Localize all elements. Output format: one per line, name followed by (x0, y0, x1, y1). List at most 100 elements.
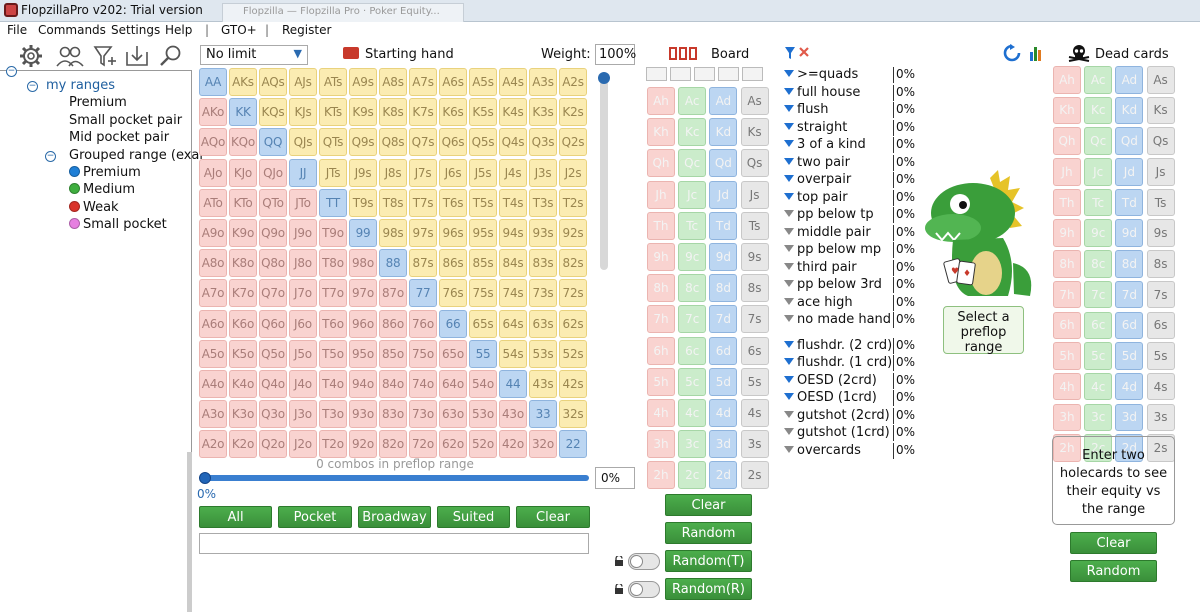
filter-funnel-icon[interactable] (784, 340, 794, 348)
filter-overcards[interactable]: overcards (784, 443, 861, 459)
menu-settings[interactable]: Settings (111, 23, 161, 37)
board-card-qd[interactable]: Qd (709, 149, 738, 178)
hand-cell-52o[interactable]: 52o (469, 430, 497, 459)
hand-cell-92o[interactable]: 92o (349, 430, 377, 459)
refresh-and-stats-icons[interactable] (1003, 44, 1047, 62)
dead-card-6h[interactable]: 6h (1053, 311, 1081, 339)
weight-input[interactable]: 100% (595, 44, 636, 65)
hand-cell-64s[interactable]: 64s (499, 309, 527, 338)
hand-cell-72o[interactable]: 72o (409, 430, 437, 459)
board-card-5d[interactable]: 5d (709, 367, 738, 396)
hand-cell-a2s[interactable]: A2s (559, 68, 587, 96)
board-card-ah[interactable]: Ah (647, 87, 675, 115)
broadway-button[interactable]: Broadway (358, 506, 431, 528)
hand-cell-k9s[interactable]: K9s (349, 98, 377, 127)
hand-cell-qq[interactable]: QQ (259, 128, 287, 157)
filter-funnel-icon[interactable] (784, 297, 794, 305)
hand-cell-77[interactable]: 77 (409, 279, 437, 308)
hand-cell-73o[interactable]: 73o (409, 400, 437, 429)
hand-cell-88[interactable]: 88 (379, 249, 407, 278)
hand-cell-a5o[interactable]: A5o (199, 339, 227, 368)
tree-root-my-ranges[interactable]: my ranges (46, 78, 116, 93)
board-card-kh[interactable]: Kh (647, 118, 675, 147)
import-icon[interactable] (124, 43, 150, 69)
board-card-8d[interactable]: 8d (709, 274, 738, 303)
hand-cell-64o[interactable]: 64o (439, 369, 467, 398)
hand-cell-ajo[interactable]: AJo (199, 158, 227, 187)
hand-cell-a7o[interactable]: A7o (199, 279, 227, 308)
hand-cell-j2s[interactable]: J2s (559, 158, 587, 187)
hand-cell-85o[interactable]: 85o (379, 339, 407, 368)
filter-ace-high[interactable]: ace high (784, 295, 853, 311)
hand-cell-j3s[interactable]: J3s (529, 158, 557, 187)
hand-cell-94o[interactable]: 94o (349, 369, 377, 398)
hand-cell-j4o[interactable]: J4o (289, 369, 317, 398)
hand-cell-k9o[interactable]: K9o (229, 218, 257, 247)
tree-group-item-medium[interactable]: Medium (69, 182, 135, 199)
hand-cell-t3s[interactable]: T3s (529, 188, 557, 217)
hand-cell-q9o[interactable]: Q9o (259, 218, 287, 247)
dead-card-qh[interactable]: Qh (1053, 127, 1081, 155)
hand-cell-74o[interactable]: 74o (409, 369, 437, 398)
hand-cell-j2o[interactable]: J2o (289, 430, 317, 459)
hand-cell-43o[interactable]: 43o (499, 400, 527, 429)
hand-cell-j8o[interactable]: J8o (289, 249, 317, 278)
hand-cell-a4s[interactable]: A4s (499, 68, 527, 96)
hand-cell-q9s[interactable]: Q9s (349, 128, 377, 157)
hand-cell-t8o[interactable]: T8o (319, 249, 347, 278)
board-card-jc[interactable]: Jc (678, 180, 707, 209)
dead-card-8s[interactable]: 8s (1146, 250, 1175, 278)
hand-cell-j5s[interactable]: J5s (469, 158, 497, 187)
hand-cell-q4o[interactable]: Q4o (259, 369, 287, 398)
tree-group-item-premium[interactable]: Premium (69, 165, 141, 182)
hand-cell-63o[interactable]: 63o (439, 400, 467, 429)
dead-card-td[interactable]: Td (1115, 188, 1144, 217)
hand-cell-83o[interactable]: 83o (379, 400, 407, 429)
menu-gto[interactable]: GTO+ (221, 23, 257, 37)
hand-cell-tt[interactable]: TT (319, 188, 347, 217)
menu-commands[interactable]: Commands (38, 23, 106, 37)
hand-cell-t2s[interactable]: T2s (559, 188, 587, 217)
board-card-js[interactable]: Js (740, 180, 769, 209)
menu-register[interactable]: Register (282, 23, 332, 37)
dead-card-kd[interactable]: Kd (1115, 96, 1144, 125)
hand-cell-jj[interactable]: JJ (289, 158, 317, 187)
limit-select[interactable]: No limit ▼ (200, 45, 308, 65)
hand-cell-a6s[interactable]: A6s (439, 68, 467, 96)
filter-funnel-icon[interactable] (784, 245, 794, 252)
hand-cell-q4s[interactable]: Q4s (499, 128, 527, 157)
hand-cell-j5o[interactable]: J5o (289, 339, 317, 368)
dead-card-5s[interactable]: 5s (1146, 342, 1175, 370)
hand-cell-54o[interactable]: 54o (469, 369, 497, 398)
hand-cell-k8s[interactable]: K8s (379, 98, 407, 127)
hand-cell-83s[interactable]: 83s (529, 249, 557, 278)
hand-cell-aqs[interactable]: AQs (259, 68, 287, 96)
filter-gutshot-1crd[interactable]: gutshot (1crd) (784, 425, 890, 441)
filter-middle-pair[interactable]: middle pair (784, 225, 871, 241)
dead-card-kc[interactable]: Kc (1084, 96, 1113, 125)
filter-flush[interactable]: flush (784, 102, 828, 118)
dead-card-9d[interactable]: 9d (1115, 219, 1144, 247)
board-card-kd[interactable]: Kd (709, 118, 738, 147)
hand-cell-j4s[interactable]: J4s (499, 158, 527, 187)
board-card-ad[interactable]: Ad (709, 87, 738, 115)
board-random-t-button[interactable]: Random(T) (665, 550, 752, 572)
filter-oesd-2crd[interactable]: OESD (2crd) (784, 373, 877, 389)
hand-cell-95o[interactable]: 95o (349, 339, 377, 368)
dead-card-jh[interactable]: Jh (1053, 158, 1081, 186)
hand-cell-75o[interactable]: 75o (409, 339, 437, 368)
hand-cell-q5s[interactable]: Q5s (469, 128, 497, 157)
hand-cell-q2o[interactable]: Q2o (259, 430, 287, 459)
filter-plus-icon[interactable] (92, 43, 118, 69)
hand-cell-84s[interactable]: 84s (499, 249, 527, 278)
hand-cell-ajs[interactable]: AJs (289, 68, 317, 96)
board-card-2d[interactable]: 2d (709, 461, 738, 490)
hand-cell-a6o[interactable]: A6o (199, 309, 227, 338)
board-card-td[interactable]: Td (709, 211, 738, 240)
dead-card-2d[interactable]: 2d (1115, 434, 1144, 462)
filter-funnel-icon[interactable] (784, 70, 794, 77)
dead-card-4c[interactable]: 4c (1084, 372, 1113, 401)
hand-cell-t9o[interactable]: T9o (319, 218, 347, 247)
board-card-2c[interactable]: 2c (678, 461, 707, 490)
hand-cell-kts[interactable]: KTs (319, 98, 347, 127)
